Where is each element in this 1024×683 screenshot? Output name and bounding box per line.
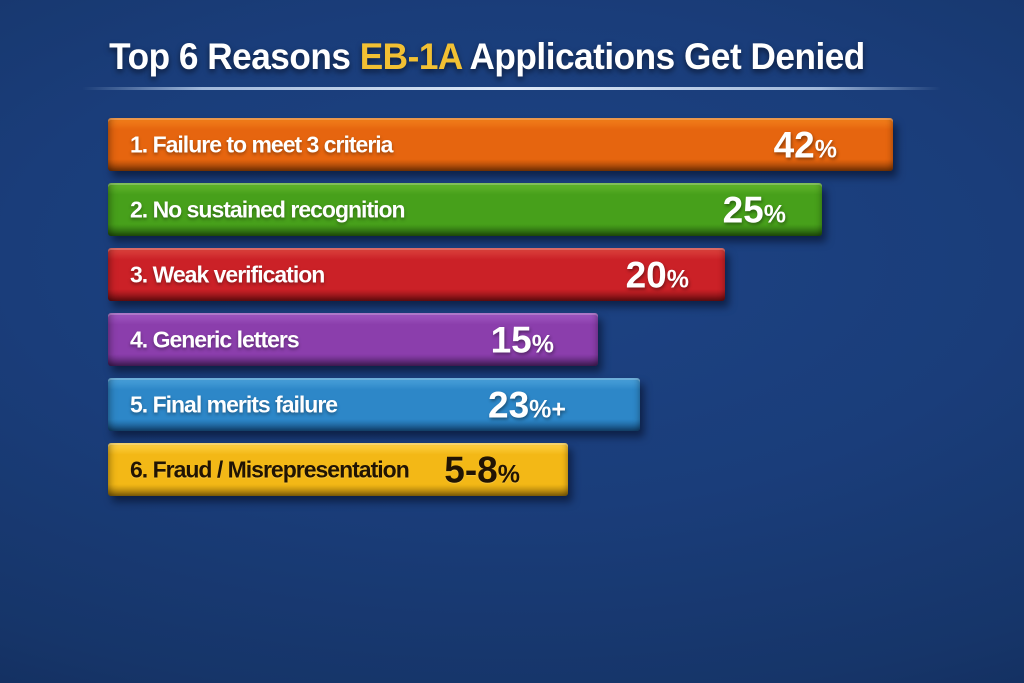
bar-value: 20%: [625, 254, 689, 295]
bar-value: 5-8%: [444, 449, 520, 490]
bar-row-failure-to-meet-criteria: 1. Failure to meet 3 criteria 42%: [108, 118, 893, 171]
bar-label: 2. No sustained recognition: [130, 196, 406, 222]
page-title: Top 6 Reasons EB-1A Applications Get Den…: [109, 36, 865, 78]
bar-value: 42%: [773, 124, 837, 165]
title-highlight: EB-1A: [359, 36, 462, 77]
bar-label: 6. Fraud / Misrepresentation: [130, 456, 410, 482]
bar-row-fraud-misrepresentation: 6. Fraud / Misrepresentation 5-8%: [108, 443, 568, 496]
bar-label: 4. Generic letters: [130, 326, 300, 352]
bar-label: 3. Weak verification: [130, 261, 325, 287]
title-prefix: Top 6 Reasons: [109, 36, 360, 77]
bar-value: 25%: [722, 189, 786, 230]
bar-value: 15%: [490, 319, 554, 360]
bar-label: 5. Final merits failure: [130, 391, 338, 417]
bar-row-weak-verification: 3. Weak verification 20%: [108, 248, 725, 301]
title-divider: [82, 87, 941, 90]
bar-row-generic-letters: 4. Generic letters 15%: [108, 313, 598, 366]
bar-row-final-merits-failure: 5. Final merits failure 23%+: [108, 378, 640, 431]
bar-value: 23%+: [488, 384, 566, 425]
bar-row-no-sustained-recognition: 2. No sustained recognition 25%: [108, 183, 822, 236]
bar-label: 1. Failure to meet 3 criteria: [130, 131, 393, 157]
title-suffix: Applications Get Denied: [461, 36, 865, 77]
bar-chart: 1. Failure to meet 3 criteria 42% 2. No …: [108, 118, 893, 508]
